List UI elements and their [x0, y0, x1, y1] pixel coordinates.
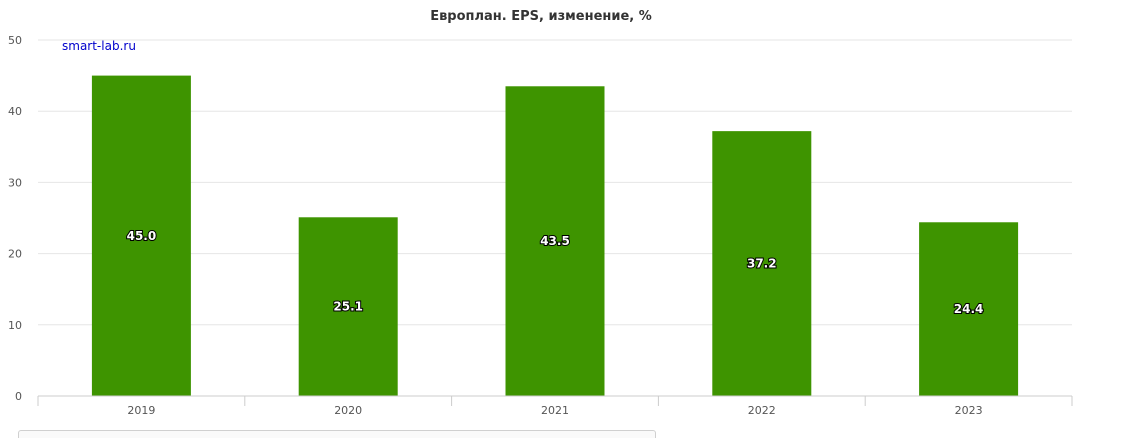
- data-label: 43.5: [540, 234, 570, 248]
- x-tick-label: 2023: [955, 404, 983, 417]
- bar-2022: [712, 131, 812, 397]
- navigator-strip[interactable]: [18, 430, 656, 438]
- y-tick-label: 20: [8, 248, 22, 261]
- y-tick-label: 50: [8, 34, 22, 47]
- data-label: 45.0: [127, 229, 157, 243]
- chart-title: Европлан. EPS, изменение, %: [430, 9, 652, 24]
- data-labels: 45.0 25.1 43.5 37.2 24.4: [126, 228, 985, 317]
- data-label: 37.2: [747, 257, 777, 271]
- y-tick-label: 10: [8, 319, 22, 332]
- bars: [91, 75, 1019, 397]
- watermark-text: smart-lab.ru: [62, 39, 136, 53]
- y-tick-label: 40: [8, 105, 22, 118]
- x-tick-label: 2019: [127, 404, 155, 417]
- data-label: 24.4: [954, 302, 984, 316]
- bar-2019: [91, 75, 191, 396]
- x-tick-label: 2020: [334, 404, 362, 417]
- bar-2021: [505, 86, 605, 396]
- x-tick-label: 2021: [541, 404, 569, 417]
- y-tick-label: 30: [8, 176, 22, 189]
- y-tick-label: 0: [15, 390, 22, 403]
- x-axis: 2019 2020 2021 2022 2023: [37, 395, 1073, 417]
- bar-2023: [919, 222, 1019, 396]
- x-tick-label: 2022: [748, 404, 776, 417]
- data-label: 25.1: [333, 300, 363, 314]
- bar-2020: [298, 217, 398, 396]
